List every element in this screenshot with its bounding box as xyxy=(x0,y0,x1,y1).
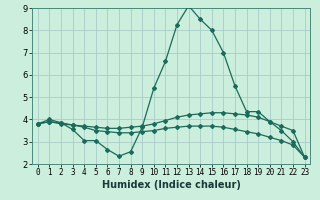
X-axis label: Humidex (Indice chaleur): Humidex (Indice chaleur) xyxy=(102,180,241,190)
